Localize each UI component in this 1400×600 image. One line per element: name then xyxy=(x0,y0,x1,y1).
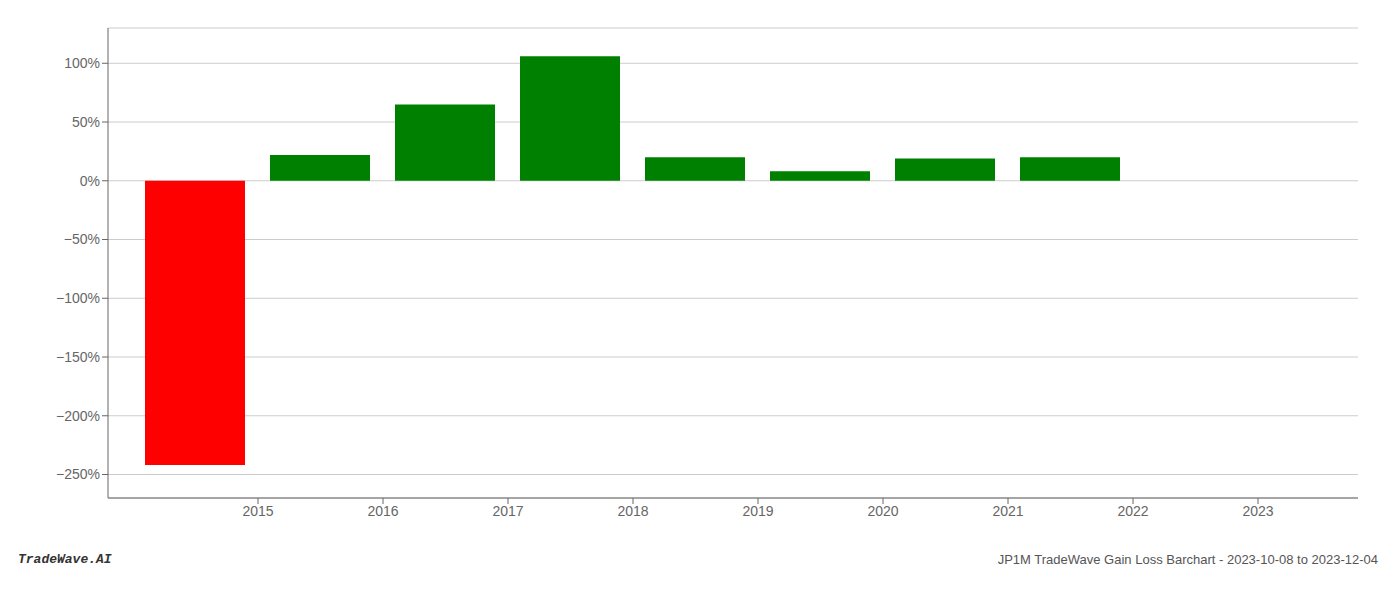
svg-text:0%: 0% xyxy=(80,173,100,189)
html-text:JP1M TradeWave Gain Loss Barch: JP1M TradeWave Gain Loss Barchart - 2023… xyxy=(997,552,1378,567)
svg-text:2019: 2019 xyxy=(742,503,773,519)
svg-text:50%: 50% xyxy=(72,114,100,130)
svg-text:−250%: −250% xyxy=(56,466,100,482)
svg-text:2016: 2016 xyxy=(367,503,398,519)
svg-text:100%: 100% xyxy=(64,55,100,71)
svg-text:−50%: −50% xyxy=(64,231,100,247)
svg-text:2015: 2015 xyxy=(242,503,273,519)
svg-text:2017: 2017 xyxy=(492,503,523,519)
svg-text:−100%: −100% xyxy=(56,290,100,306)
svg-text:2021: 2021 xyxy=(992,503,1023,519)
svg-text:−200%: −200% xyxy=(56,408,100,424)
svg-text:2023: 2023 xyxy=(1242,503,1273,519)
svg-text:2022: 2022 xyxy=(1117,503,1148,519)
svg-text:2018: 2018 xyxy=(617,503,648,519)
svg-text:−150%: −150% xyxy=(56,349,100,365)
html-text:TradeWave.AI: TradeWave.AI xyxy=(18,552,112,567)
svg-text:2020: 2020 xyxy=(867,503,898,519)
